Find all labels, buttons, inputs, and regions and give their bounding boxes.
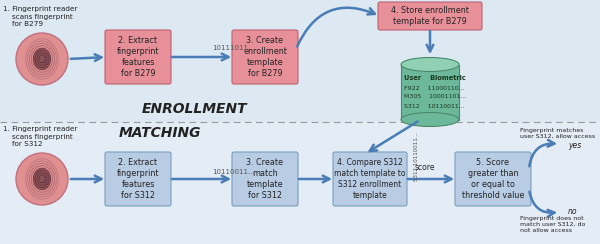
Text: ENROLLMENT: ENROLLMENT	[142, 102, 248, 116]
Text: 10111011...: 10111011...	[212, 45, 255, 51]
FancyBboxPatch shape	[232, 152, 298, 206]
Text: 4. Store enrollment
template for B279: 4. Store enrollment template for B279	[391, 6, 469, 26]
Polygon shape	[0, 122, 600, 244]
Ellipse shape	[401, 112, 459, 126]
FancyBboxPatch shape	[378, 2, 482, 30]
FancyBboxPatch shape	[401, 64, 459, 120]
Text: Fingerprint does not
match user S312, do
not allow access: Fingerprint does not match user S312, do…	[520, 216, 586, 234]
Text: 2. Extract
fingerprint
features
for B279: 2. Extract fingerprint features for B279	[117, 36, 159, 78]
Ellipse shape	[401, 58, 459, 71]
Text: score: score	[415, 163, 435, 173]
FancyBboxPatch shape	[333, 152, 407, 206]
Text: 3. Create
enrollment
template
for B279: 3. Create enrollment template for B279	[243, 36, 287, 78]
Text: Fingerprint matches
user S312, allow access: Fingerprint matches user S312, allow acc…	[520, 128, 595, 139]
Text: S312    10110011...: S312 10110011...	[404, 103, 465, 109]
Text: 5. Score
greater than
or equal to
threshold value: 5. Score greater than or equal to thresh…	[462, 158, 524, 200]
Text: 10110011...: 10110011...	[212, 169, 255, 175]
Text: 4. Compare S312
match template to
S312 enrollment
template: 4. Compare S312 match template to S312 e…	[334, 158, 406, 200]
Text: 1. Fingerprint reader
    scans fingerprint
    for S312: 1. Fingerprint reader scans fingerprint …	[3, 126, 77, 147]
Ellipse shape	[33, 168, 51, 190]
Text: 3. Create
match
template
for S312: 3. Create match template for S312	[247, 158, 284, 200]
Text: 2. Extract
fingerprint
features
for S312: 2. Extract fingerprint features for S312	[117, 158, 159, 200]
Ellipse shape	[33, 48, 51, 70]
Text: 1. Fingerprint reader
    scans fingerprint
    for B279: 1. Fingerprint reader scans fingerprint …	[3, 6, 77, 27]
Text: yes: yes	[568, 142, 581, 151]
FancyBboxPatch shape	[105, 30, 171, 84]
FancyBboxPatch shape	[455, 152, 531, 206]
Circle shape	[16, 153, 68, 205]
Text: User    Biometric: User Biometric	[404, 75, 466, 81]
Text: F922    11000110...: F922 11000110...	[404, 85, 464, 91]
Text: MATCHING: MATCHING	[119, 126, 201, 140]
FancyBboxPatch shape	[105, 152, 171, 206]
Text: M305    10001101...: M305 10001101...	[404, 94, 466, 100]
Text: no: no	[568, 207, 577, 216]
Text: S312 10110011...: S312 10110011...	[413, 132, 419, 181]
Circle shape	[16, 33, 68, 85]
FancyBboxPatch shape	[232, 30, 298, 84]
Polygon shape	[0, 0, 600, 122]
